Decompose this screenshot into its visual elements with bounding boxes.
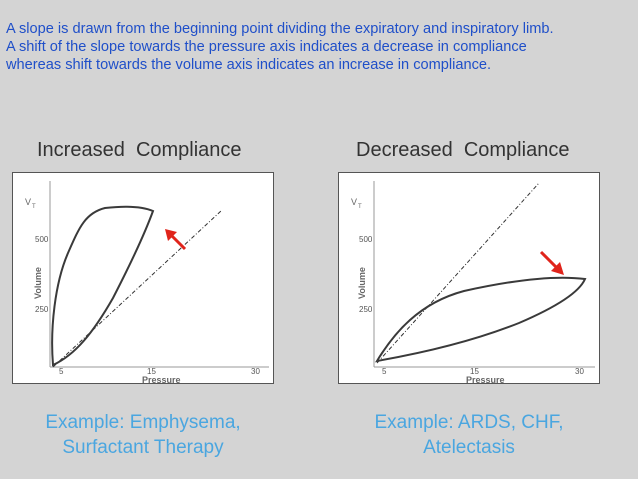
increased-compliance-svg: V T 500 250 Volume 5 15 30 Pressure xyxy=(25,181,269,385)
y-axis-label: Volume xyxy=(33,267,43,299)
compliance-slope-line xyxy=(52,210,222,368)
compliance-slope-line xyxy=(376,182,540,364)
x-tick-30: 30 xyxy=(575,367,584,376)
arrow-head xyxy=(165,229,177,241)
description-line-2: A shift of the slope towards the pressur… xyxy=(6,39,527,55)
example-line-2: Surfactant Therapy xyxy=(62,437,224,458)
arrow-down-right xyxy=(539,250,560,271)
x-tick-5: 5 xyxy=(382,367,387,376)
y-axis-label: Volume xyxy=(357,267,367,299)
vt-symbol: V xyxy=(351,197,357,207)
y-tick-500: 500 xyxy=(35,235,49,244)
decreased-compliance-svg: V T 500 250 Volume 5 15 30 Pressure xyxy=(351,181,595,385)
arrow-head xyxy=(551,262,564,275)
y-tick-250: 250 xyxy=(359,305,373,314)
description-line-3: whereas shift towards the volume axis in… xyxy=(6,57,492,73)
description-text: A slope is drawn from the beginning poin… xyxy=(6,20,634,74)
x-axis-label: Pressure xyxy=(142,375,181,385)
pv-loop xyxy=(51,205,155,367)
example-line-2: Atelectasis xyxy=(423,437,515,458)
vt-subscript: T xyxy=(32,204,36,210)
increased-compliance-example: Example: Emphysema, Surfactant Therapy xyxy=(13,410,273,460)
vt-symbol: V xyxy=(25,197,31,207)
y-tick-250: 250 xyxy=(35,305,49,314)
x-axis-label: Pressure xyxy=(466,375,505,385)
description-line-1: A slope is drawn from the beginning poin… xyxy=(6,21,554,37)
y-tick-500: 500 xyxy=(359,235,373,244)
pv-loop xyxy=(375,276,587,363)
example-line-1: Example: Emphysema, xyxy=(45,412,241,433)
x-tick-15: 15 xyxy=(147,367,156,376)
decreased-compliance-example: Example: ARDS, CHF, Atelectasis xyxy=(339,410,599,460)
increased-compliance-title: Increased Compliance xyxy=(37,139,242,161)
x-tick-15: 15 xyxy=(470,367,479,376)
decreased-compliance-title: Decreased Compliance xyxy=(356,139,570,161)
x-tick-30: 30 xyxy=(251,367,260,376)
decreased-compliance-plot: V T 500 250 Volume 5 15 30 Pressure xyxy=(338,172,600,385)
vt-subscript: T xyxy=(358,204,362,210)
increased-compliance-plot: V T 500 250 Volume 5 15 30 Pressure xyxy=(12,172,274,385)
example-line-1: Example: ARDS, CHF, xyxy=(374,412,564,433)
x-tick-5: 5 xyxy=(59,367,64,376)
